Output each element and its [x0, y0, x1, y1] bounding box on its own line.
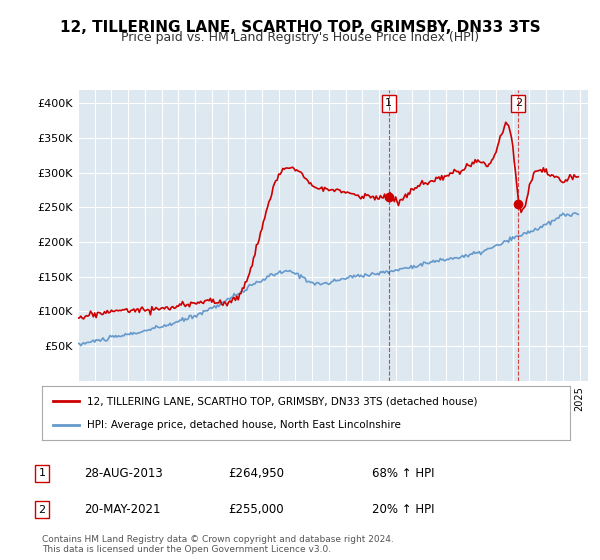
Text: £255,000: £255,000 — [228, 503, 284, 516]
Text: 1: 1 — [385, 99, 392, 109]
Text: 1: 1 — [38, 468, 46, 478]
Text: 2: 2 — [38, 505, 46, 515]
Text: Contains HM Land Registry data © Crown copyright and database right 2024.
This d: Contains HM Land Registry data © Crown c… — [42, 535, 394, 554]
Text: 20-MAY-2021: 20-MAY-2021 — [84, 503, 161, 516]
Text: 12, TILLERING LANE, SCARTHO TOP, GRIMSBY, DN33 3TS (detached house): 12, TILLERING LANE, SCARTHO TOP, GRIMSBY… — [87, 396, 478, 407]
Text: £264,950: £264,950 — [228, 466, 284, 480]
Text: HPI: Average price, detached house, North East Lincolnshire: HPI: Average price, detached house, Nort… — [87, 419, 401, 430]
Text: 20% ↑ HPI: 20% ↑ HPI — [372, 503, 434, 516]
Text: 68% ↑ HPI: 68% ↑ HPI — [372, 466, 434, 480]
Text: 28-AUG-2013: 28-AUG-2013 — [84, 466, 163, 480]
Text: 12, TILLERING LANE, SCARTHO TOP, GRIMSBY, DN33 3TS: 12, TILLERING LANE, SCARTHO TOP, GRIMSBY… — [59, 20, 541, 35]
Text: 2: 2 — [515, 99, 522, 109]
Text: Price paid vs. HM Land Registry's House Price Index (HPI): Price paid vs. HM Land Registry's House … — [121, 31, 479, 44]
